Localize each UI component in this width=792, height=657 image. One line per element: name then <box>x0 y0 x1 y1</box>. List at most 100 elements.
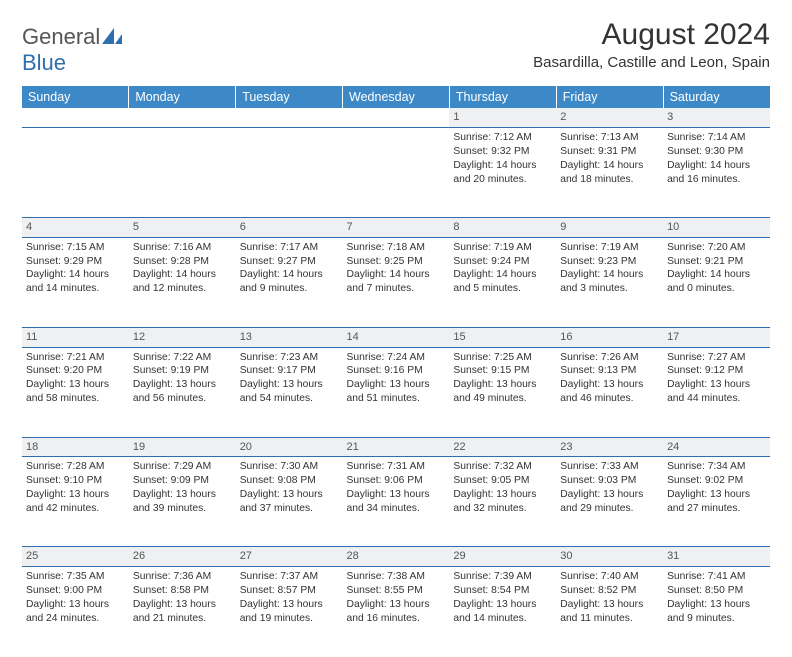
day-number: 16 <box>556 327 663 347</box>
day-cell: Sunrise: 7:17 AMSunset: 9:27 PMDaylight:… <box>236 237 343 327</box>
day-detail: Sunrise: 7:34 AMSunset: 9:02 PMDaylight:… <box>667 460 766 516</box>
daynum-row: 25262728293031 <box>22 547 770 567</box>
day-number <box>236 108 343 127</box>
day-number: 7 <box>343 217 450 237</box>
day-cell: Sunrise: 7:33 AMSunset: 9:03 PMDaylight:… <box>556 457 663 547</box>
day-header: Monday <box>129 86 236 108</box>
day-cell <box>129 127 236 217</box>
day-number: 10 <box>663 217 770 237</box>
day-cell: Sunrise: 7:22 AMSunset: 9:19 PMDaylight:… <box>129 347 236 437</box>
day-cell: Sunrise: 7:21 AMSunset: 9:20 PMDaylight:… <box>22 347 129 437</box>
day-number: 4 <box>22 217 129 237</box>
day-number: 24 <box>663 437 770 457</box>
day-detail: Sunrise: 7:35 AMSunset: 9:00 PMDaylight:… <box>26 570 125 626</box>
week-row: Sunrise: 7:28 AMSunset: 9:10 PMDaylight:… <box>22 457 770 547</box>
week-row: Sunrise: 7:15 AMSunset: 9:29 PMDaylight:… <box>22 237 770 327</box>
month-title: August 2024 <box>533 18 770 52</box>
day-cell: Sunrise: 7:13 AMSunset: 9:31 PMDaylight:… <box>556 127 663 217</box>
day-detail: Sunrise: 7:32 AMSunset: 9:05 PMDaylight:… <box>453 460 552 516</box>
day-number: 28 <box>343 547 450 567</box>
day-number <box>22 108 129 127</box>
day-cell: Sunrise: 7:18 AMSunset: 9:25 PMDaylight:… <box>343 237 450 327</box>
day-number: 13 <box>236 327 343 347</box>
day-detail: Sunrise: 7:14 AMSunset: 9:30 PMDaylight:… <box>667 131 766 187</box>
logo-line2: Blue <box>22 50 122 76</box>
day-number: 8 <box>449 217 556 237</box>
location: Basardilla, Castille and Leon, Spain <box>533 54 770 71</box>
day-cell: Sunrise: 7:29 AMSunset: 9:09 PMDaylight:… <box>129 457 236 547</box>
day-number: 3 <box>663 108 770 127</box>
week-row: Sunrise: 7:12 AMSunset: 9:32 PMDaylight:… <box>22 127 770 217</box>
day-detail: Sunrise: 7:29 AMSunset: 9:09 PMDaylight:… <box>133 460 232 516</box>
day-detail: Sunrise: 7:20 AMSunset: 9:21 PMDaylight:… <box>667 241 766 297</box>
day-number: 5 <box>129 217 236 237</box>
day-detail: Sunrise: 7:28 AMSunset: 9:10 PMDaylight:… <box>26 460 125 516</box>
daynum-row: 18192021222324 <box>22 437 770 457</box>
day-detail: Sunrise: 7:26 AMSunset: 9:13 PMDaylight:… <box>560 351 659 407</box>
day-cell: Sunrise: 7:15 AMSunset: 9:29 PMDaylight:… <box>22 237 129 327</box>
day-cell: Sunrise: 7:26 AMSunset: 9:13 PMDaylight:… <box>556 347 663 437</box>
day-cell: Sunrise: 7:31 AMSunset: 9:06 PMDaylight:… <box>343 457 450 547</box>
day-detail: Sunrise: 7:19 AMSunset: 9:23 PMDaylight:… <box>560 241 659 297</box>
day-number: 26 <box>129 547 236 567</box>
day-detail: Sunrise: 7:17 AMSunset: 9:27 PMDaylight:… <box>240 241 339 297</box>
day-number: 21 <box>343 437 450 457</box>
day-cell: Sunrise: 7:28 AMSunset: 9:10 PMDaylight:… <box>22 457 129 547</box>
day-detail: Sunrise: 7:27 AMSunset: 9:12 PMDaylight:… <box>667 351 766 407</box>
day-detail: Sunrise: 7:18 AMSunset: 9:25 PMDaylight:… <box>347 241 446 297</box>
day-detail: Sunrise: 7:41 AMSunset: 8:50 PMDaylight:… <box>667 570 766 626</box>
day-cell: Sunrise: 7:14 AMSunset: 9:30 PMDaylight:… <box>663 127 770 217</box>
logo: General Blue <box>22 24 122 76</box>
day-detail: Sunrise: 7:24 AMSunset: 9:16 PMDaylight:… <box>347 351 446 407</box>
day-cell: Sunrise: 7:30 AMSunset: 9:08 PMDaylight:… <box>236 457 343 547</box>
day-number: 1 <box>449 108 556 127</box>
day-detail: Sunrise: 7:16 AMSunset: 9:28 PMDaylight:… <box>133 241 232 297</box>
daynum-row: 11121314151617 <box>22 327 770 347</box>
day-number: 12 <box>129 327 236 347</box>
day-header: Saturday <box>663 86 770 108</box>
day-cell: Sunrise: 7:19 AMSunset: 9:24 PMDaylight:… <box>449 237 556 327</box>
day-number: 31 <box>663 547 770 567</box>
daynum-row: 123 <box>22 108 770 127</box>
day-cell: Sunrise: 7:24 AMSunset: 9:16 PMDaylight:… <box>343 347 450 437</box>
day-number: 30 <box>556 547 663 567</box>
day-header: Thursday <box>449 86 556 108</box>
calendar-table: SundayMondayTuesdayWednesdayThursdayFrid… <box>22 86 770 657</box>
day-detail: Sunrise: 7:21 AMSunset: 9:20 PMDaylight:… <box>26 351 125 407</box>
daynum-row: 45678910 <box>22 217 770 237</box>
day-number <box>343 108 450 127</box>
day-number: 19 <box>129 437 236 457</box>
day-cell: Sunrise: 7:27 AMSunset: 9:12 PMDaylight:… <box>663 347 770 437</box>
day-cell: Sunrise: 7:32 AMSunset: 9:05 PMDaylight:… <box>449 457 556 547</box>
day-number: 6 <box>236 217 343 237</box>
day-header: Tuesday <box>236 86 343 108</box>
day-detail: Sunrise: 7:15 AMSunset: 9:29 PMDaylight:… <box>26 241 125 297</box>
day-header: Friday <box>556 86 663 108</box>
day-detail: Sunrise: 7:12 AMSunset: 9:32 PMDaylight:… <box>453 131 552 187</box>
day-number: 14 <box>343 327 450 347</box>
day-cell <box>343 127 450 217</box>
day-cell: Sunrise: 7:23 AMSunset: 9:17 PMDaylight:… <box>236 347 343 437</box>
day-number: 18 <box>22 437 129 457</box>
day-detail: Sunrise: 7:30 AMSunset: 9:08 PMDaylight:… <box>240 460 339 516</box>
day-number: 23 <box>556 437 663 457</box>
day-detail: Sunrise: 7:31 AMSunset: 9:06 PMDaylight:… <box>347 460 446 516</box>
day-cell: Sunrise: 7:34 AMSunset: 9:02 PMDaylight:… <box>663 457 770 547</box>
day-detail: Sunrise: 7:37 AMSunset: 8:57 PMDaylight:… <box>240 570 339 626</box>
day-cell: Sunrise: 7:20 AMSunset: 9:21 PMDaylight:… <box>663 237 770 327</box>
day-cell: Sunrise: 7:16 AMSunset: 9:28 PMDaylight:… <box>129 237 236 327</box>
day-number: 2 <box>556 108 663 127</box>
day-detail: Sunrise: 7:38 AMSunset: 8:55 PMDaylight:… <box>347 570 446 626</box>
day-number: 27 <box>236 547 343 567</box>
day-number: 15 <box>449 327 556 347</box>
day-cell <box>236 127 343 217</box>
day-detail: Sunrise: 7:40 AMSunset: 8:52 PMDaylight:… <box>560 570 659 626</box>
day-number: 11 <box>22 327 129 347</box>
header: General Blue August 2024 Basardilla, Cas… <box>22 18 770 76</box>
title-block: August 2024 Basardilla, Castille and Leo… <box>533 18 770 71</box>
day-detail: Sunrise: 7:39 AMSunset: 8:54 PMDaylight:… <box>453 570 552 626</box>
day-number: 9 <box>556 217 663 237</box>
day-detail: Sunrise: 7:19 AMSunset: 9:24 PMDaylight:… <box>453 241 552 297</box>
day-detail: Sunrise: 7:23 AMSunset: 9:17 PMDaylight:… <box>240 351 339 407</box>
logo-line1: General <box>22 24 100 49</box>
